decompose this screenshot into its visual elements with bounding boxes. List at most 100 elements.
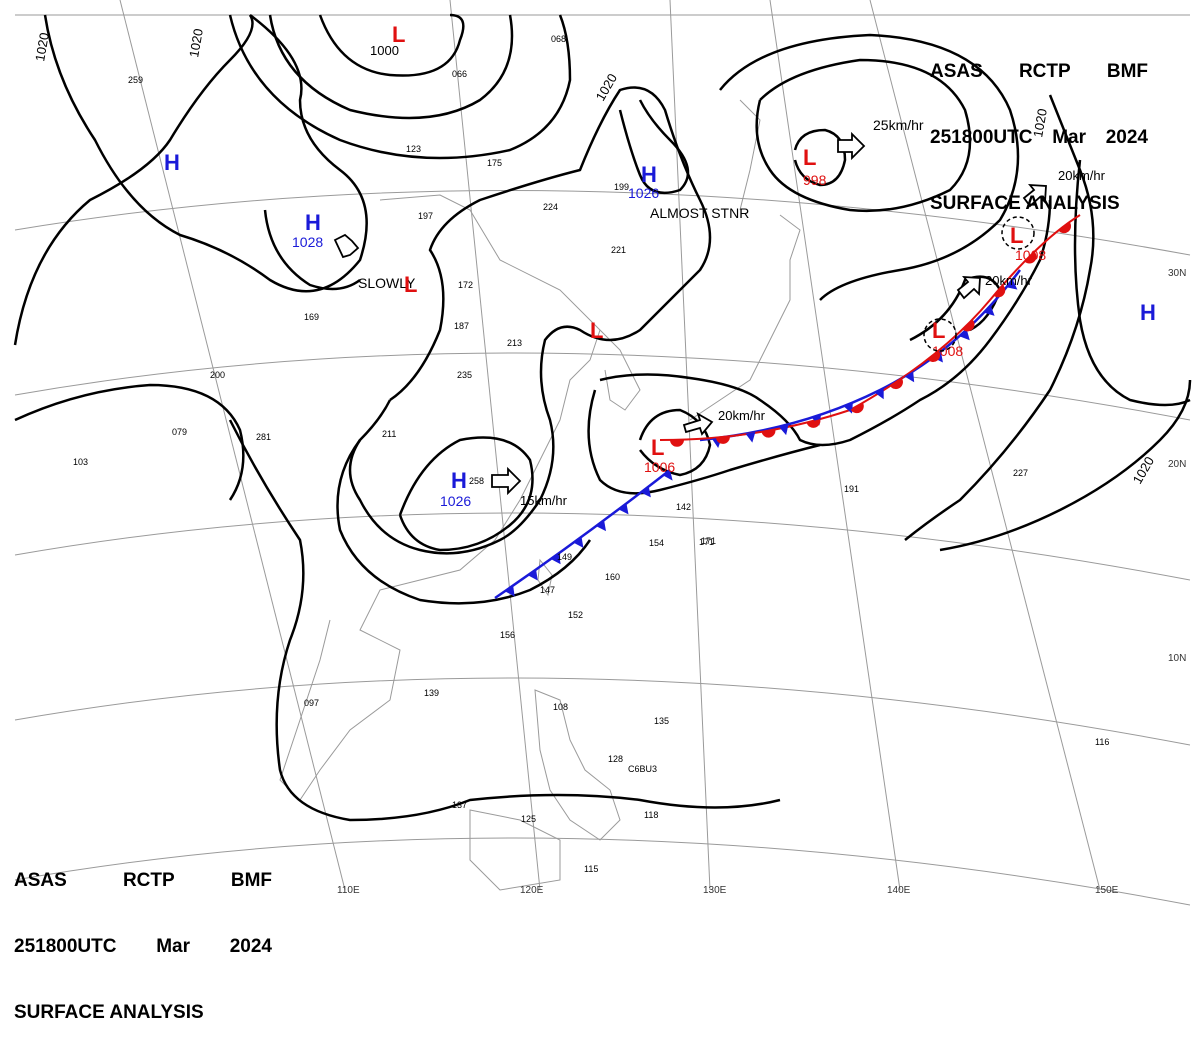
station-value: 147 <box>540 585 555 595</box>
warm-front-semicircle <box>1024 251 1037 264</box>
header-time: 251800UTC <box>930 127 1033 148</box>
motion-note: 20km/hr <box>1058 168 1106 183</box>
chart-header-bottom: ASAS RCTP BMF 251800UTC Mar 2024 SURFACE ANA… <box>14 826 272 1046</box>
station-value: 068 <box>551 34 566 44</box>
isobar <box>587 389 821 495</box>
low-center-symbol: L <box>1010 223 1023 248</box>
warm-front-semicircle <box>761 429 776 438</box>
lon-label: 150E <box>1095 885 1119 896</box>
cold-front-triangle <box>778 424 789 436</box>
low-center-symbol: L <box>651 435 664 460</box>
pressure-centers: H 1028 SLOWLY H 1026 ALMOST STNR H 1026 … <box>164 22 1156 509</box>
isobar <box>1073 159 1191 407</box>
cold-front-triangle <box>983 305 995 316</box>
station-value: 235 <box>457 370 472 380</box>
warm-front-semicircle <box>1058 221 1071 234</box>
low-center-value: 1006 <box>644 459 675 475</box>
lon-label: 110E <box>337 885 360 896</box>
high-center-symbol: H <box>305 210 321 235</box>
station-value: 221 <box>611 245 626 255</box>
low-center-symbol: L <box>803 145 816 170</box>
isobar <box>638 408 712 477</box>
cold-front-triangle <box>663 470 673 481</box>
isobar-label: 1000 <box>370 43 399 58</box>
station-value: 137 <box>452 800 467 810</box>
isobar <box>348 86 712 555</box>
warm-front-semicircle <box>850 402 864 414</box>
station-value: 171 <box>699 537 714 547</box>
warm-front-semicircle <box>890 378 903 390</box>
high-center-value: 1026 <box>440 493 471 509</box>
station-plots: 259 066 123 175 197 224 199 221 172 187 … <box>73 34 1109 874</box>
cold-front-triangle <box>959 329 970 341</box>
motion-note: 25km/hr <box>873 117 924 133</box>
isobar <box>939 379 1192 552</box>
station-value: 115 <box>584 864 598 874</box>
isobar <box>13 14 254 346</box>
header-station: RCTP <box>1018 61 1071 82</box>
isobar-label: 1020 <box>1030 107 1050 138</box>
arrow-right-icon <box>491 466 522 496</box>
cold-front-triangle <box>640 486 651 498</box>
station-value: 142 <box>676 502 691 512</box>
station-value: 187 <box>454 321 469 331</box>
station-value: 097 <box>304 698 319 708</box>
station-value: 160 <box>605 572 620 582</box>
station-value: 191 <box>844 484 859 494</box>
header-month: Mar <box>156 936 190 957</box>
station-value: 169 <box>304 312 319 322</box>
station-value: 199 <box>614 182 629 192</box>
cold-front-triangle <box>550 553 561 565</box>
isobar <box>599 199 1052 447</box>
isobar <box>719 33 1020 301</box>
weather-map: 1020 1020 1020 1020 1020 1000 259 066 12… <box>13 0 1192 906</box>
cold-front-triangle <box>843 402 853 414</box>
isobar <box>228 419 781 822</box>
station-value: 259 <box>128 75 143 85</box>
motion-note: 20km/hr <box>985 273 1033 288</box>
warm-front-semicircle <box>993 284 1006 298</box>
chart-header-top: ASAS RCTP BMF 251800UTC Mar 2024 SURFACE ANA… <box>930 17 1148 237</box>
station-value: 123 <box>406 144 421 154</box>
cold-front-west <box>494 469 671 600</box>
cold-front-triangle <box>618 503 629 515</box>
philippines-coast <box>534 689 621 841</box>
low-center-value: 998 <box>803 172 827 188</box>
low-center-symbol: L <box>392 22 405 47</box>
cold-front-triangle <box>596 520 607 532</box>
low-circles <box>923 216 1035 352</box>
station-value: C6BU3 <box>628 764 657 774</box>
station-value: 175 <box>487 158 502 168</box>
header-title: SURFACE ANALYSIS <box>14 1002 204 1023</box>
lat-label: 30N <box>1168 268 1186 279</box>
station-value: 156 <box>500 630 515 640</box>
high-center-symbol: H <box>641 162 657 187</box>
grid-labels: 110E 120E 130E 140E 150E 30N 20N 10N <box>337 268 1186 896</box>
station-value: 281 <box>256 432 271 442</box>
warm-front-semicircle <box>927 350 941 362</box>
sakhalin-coast <box>739 99 761 211</box>
lon-label: 120E <box>520 885 544 896</box>
cold-front-triangle <box>504 585 515 597</box>
motion-note: SLOWLY <box>358 275 416 291</box>
station-value: 197 <box>418 211 433 221</box>
isobar <box>398 436 534 552</box>
arrow-up-right-icon <box>956 275 981 300</box>
station-value: 118 <box>644 810 658 820</box>
motion-note: ALMOST STNR <box>650 205 749 221</box>
station-value: 211 <box>382 429 396 439</box>
high-center-symbol: H <box>164 150 180 175</box>
isobar <box>336 439 592 605</box>
borneo-coast <box>469 809 561 891</box>
high-center-value: 1028 <box>292 234 323 250</box>
high-center-symbol: H <box>1140 300 1156 325</box>
arrow-right-icon <box>333 233 360 259</box>
cold-front-triangle <box>745 431 756 443</box>
motion-note: 15km/hr <box>520 493 568 508</box>
header-station: RCTP <box>122 870 175 891</box>
arrow-right-icon <box>837 131 866 161</box>
header-code: BMF <box>1106 61 1148 82</box>
header-agency: ASAS <box>930 61 983 82</box>
low-center-symbol: L <box>590 318 603 343</box>
station-value: 227 <box>1013 468 1028 478</box>
